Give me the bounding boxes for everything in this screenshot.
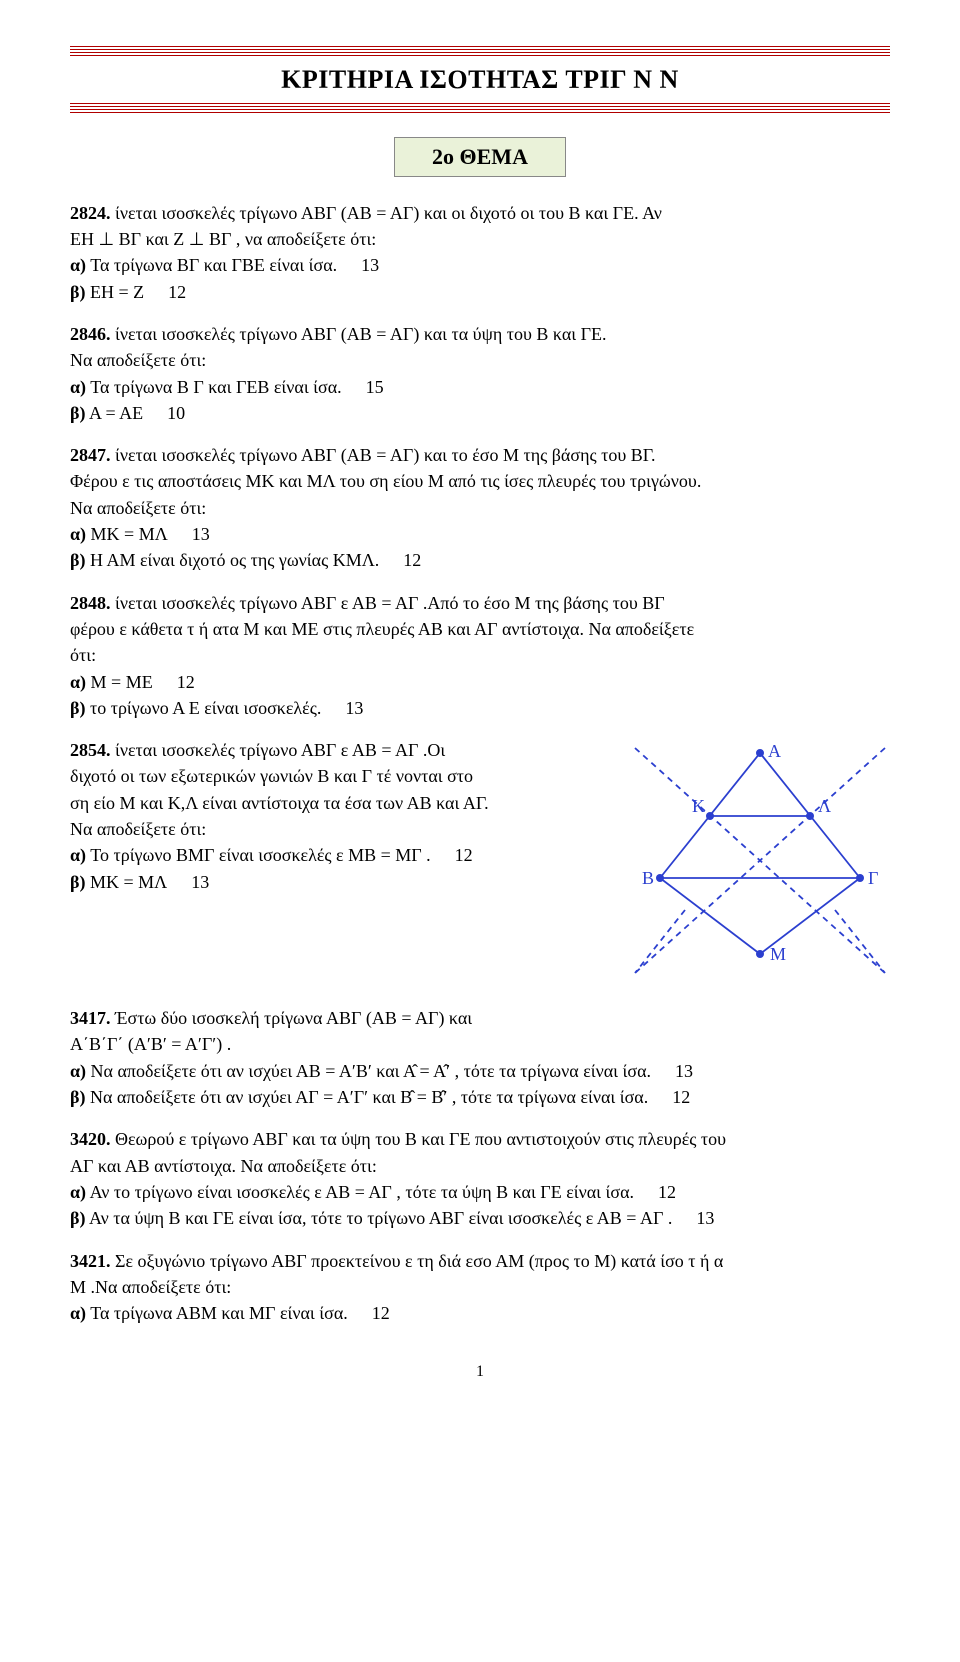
- svg-text:Κ: Κ: [692, 796, 705, 816]
- item-b-text: ΕΗ = Ζ: [90, 282, 144, 302]
- item-a: α) ΜΚ = ΜΛ: [70, 522, 168, 546]
- item-a: α) Τα τρίγωνα Β Γ και ΓΕΒ είναι ίσα.: [70, 375, 342, 399]
- points: 12: [403, 548, 421, 572]
- problem-2854: Α Κ Λ Β Γ Μ 2854. ίνεται ισοσκελές τρίγωνο ΑΒ…: [70, 738, 890, 988]
- problem-text: Να αποδείξετε ότι:: [70, 348, 890, 372]
- page-title: ΚΡΙΤΗΡΙΑ ΙΣΟΤΗΤΑΣ ΤΡΙΓ Ν Ν: [70, 62, 890, 97]
- problem-text: ΑΓ και ΑΒ αντίστοιχα. Να αποδείξετε ότι:: [70, 1154, 890, 1178]
- item-a-text: Τα τρίγωνα ΒΓ και ΓΒΕ είναι ίσα.: [90, 255, 337, 275]
- item-b: β) Α = ΑΕ: [70, 401, 143, 425]
- svg-text:Μ: Μ: [770, 944, 786, 964]
- item-b: β) Να αποδείξετε ότι αν ισχύει ΑΓ = Α′Γ′…: [70, 1085, 648, 1109]
- problem-text: ίνεται ισοσκελές τρίγωνο ΑΒΓ ε ΑΒ = ΑΓ .…: [111, 740, 446, 760]
- problem-number: 2854.: [70, 740, 111, 760]
- item-a-text: Τα τρίγωνα Β Γ και ΓΕΒ είναι ίσα.: [90, 377, 341, 397]
- problem-3421: 3421. Σε οξυγώνιο τρίγωνο ΑΒΓ προεκτείνο…: [70, 1249, 890, 1326]
- problem-text: Να αποδείξετε ότι:: [70, 496, 890, 520]
- points: 12: [168, 280, 186, 304]
- item-b-text: Α = ΑΕ: [89, 403, 143, 423]
- problem-2847: 2847. ίνεται ισοσκελές τρίγωνο ΑΒΓ (ΑΒ =…: [70, 443, 890, 572]
- problem-text: Φέρου ε τις αποστάσεις ΜΚ και ΜΛ του ση …: [70, 469, 890, 493]
- points: 10: [167, 401, 185, 425]
- problem-2846: 2846. ίνεται ισοσκελές τρίγωνο ΑΒΓ (ΑΒ =…: [70, 322, 890, 425]
- problem-number: 3420.: [70, 1129, 111, 1149]
- problem-text: ΕΗ ⊥ ΒΓ και Ζ ⊥ ΒΓ , να αποδείξετε ότι:: [70, 227, 890, 251]
- svg-text:Γ: Γ: [868, 868, 878, 888]
- item-a: α) Να αποδείξετε ότι αν ισχύει ΑΒ = Α′Β′…: [70, 1059, 651, 1083]
- item-a: α) Τα τρίγωνα ΒΓ και ΓΒΕ είναι ίσα.: [70, 253, 337, 277]
- item-a-text: Να αποδείξετε ότι αν ισχύει ΑΒ = Α′Β′ κα…: [91, 1061, 651, 1081]
- item-b-text: Να αποδείξετε ότι αν ισχύει ΑΓ = Α′Γ′ κα…: [90, 1087, 648, 1107]
- item-a: α) Τα τρίγωνα ΑΒΜ και ΜΓ είναι ίσα.: [70, 1301, 348, 1325]
- problem-text: Έστω δύο ισοσκελή τρίγωνα ΑΒΓ (ΑΒ = ΑΓ) …: [115, 1008, 472, 1028]
- problem-text: ίνεται ισοσκελές τρίγωνο ΑΒΓ ε ΑΒ = ΑΓ .…: [111, 593, 665, 613]
- points: 13: [675, 1059, 693, 1083]
- item-b-text: Η ΑΜ είναι διχοτό ος της γωνίας ΚΜΛ.: [90, 550, 379, 570]
- item-b: β) το τρίγωνο Α Ε είναι ισοσκελές.: [70, 696, 321, 720]
- item-b-text: Αν τα ύψη Β και ΓΕ είναι ίσα, τότε το τρ…: [89, 1208, 672, 1228]
- problem-text: ίνεται ισοσκελές τρίγωνο ΑΒΓ (ΑΒ = ΑΓ) κ…: [111, 445, 656, 465]
- item-a-text: Αν το τρίγωνο είναι ισοσκελές ε ΑΒ = ΑΓ …: [90, 1182, 634, 1202]
- problem-number: 2848.: [70, 593, 111, 613]
- points: 12: [455, 843, 473, 867]
- svg-text:Β: Β: [642, 868, 654, 888]
- points: 15: [366, 375, 384, 399]
- item-a: α) Αν το τρίγωνο είναι ισοσκελές ε ΑΒ = …: [70, 1180, 634, 1204]
- item-b: β) ΜΚ = ΜΛ: [70, 870, 167, 894]
- problem-text: Σε οξυγώνιο τρίγωνο ΑΒΓ προεκτείνου ε τη…: [115, 1251, 723, 1271]
- item-b: β) Η ΑΜ είναι διχοτό ος της γωνίας ΚΜΛ.: [70, 548, 379, 572]
- item-b: β) ΕΗ = Ζ: [70, 280, 144, 304]
- problem-text: ίνεται ισοσκελές τρίγωνο ΑΒΓ (ΑΒ = ΑΓ) κ…: [111, 203, 662, 223]
- points: 13: [696, 1206, 714, 1230]
- points: 13: [192, 522, 210, 546]
- item-a-text: ΜΚ = ΜΛ: [91, 524, 168, 544]
- item-a-text: Το τρίγωνο ΒΜΓ είναι ισοσκελές ε ΜΒ = ΜΓ…: [90, 845, 430, 865]
- problem-text: Μ .Να αποδείξετε ότι:: [70, 1275, 890, 1299]
- theme-box: 2ο ΘΕΜΑ: [394, 137, 566, 177]
- points: 12: [372, 1301, 390, 1325]
- points: 12: [177, 670, 195, 694]
- problem-text: φέρου ε κάθετα τ ή ατα Μ και ΜΕ στις πλε…: [70, 617, 890, 641]
- figure-2854: Α Κ Λ Β Γ Μ: [630, 738, 890, 988]
- problem-number: 2847.: [70, 445, 111, 465]
- problem-2824: 2824. ίνεται ισοσκελές τρίγωνο ΑΒΓ (ΑΒ =…: [70, 201, 890, 304]
- problem-number: 3417.: [70, 1008, 111, 1028]
- svg-text:Α: Α: [768, 741, 781, 761]
- item-a-text: Τα τρίγωνα ΑΒΜ και ΜΓ είναι ίσα.: [90, 1303, 348, 1323]
- problem-number: 2824.: [70, 203, 111, 223]
- points: 13: [361, 253, 379, 277]
- item-a: α) Μ = ΜΕ: [70, 670, 153, 694]
- problem-text: ίνεται ισοσκελές τρίγωνο ΑΒΓ (ΑΒ = ΑΓ) κ…: [111, 324, 607, 344]
- problem-3420: 3420. Θεωρού ε τρίγωνο ΑΒΓ και τα ύψη το…: [70, 1127, 890, 1230]
- item-a: α) Το τρίγωνο ΒΜΓ είναι ισοσκελές ε ΜΒ =…: [70, 843, 431, 867]
- svg-text:Λ: Λ: [818, 796, 831, 816]
- points: 12: [672, 1085, 690, 1109]
- problem-3417: 3417. Έστω δύο ισοσκελή τρίγωνα ΑΒΓ (ΑΒ …: [70, 1006, 890, 1109]
- problem-text: ότι:: [70, 643, 890, 667]
- rule-top: [70, 46, 890, 56]
- item-b-text: το τρίγωνο Α Ε είναι ισοσκελές.: [90, 698, 321, 718]
- item-a-text: Μ = ΜΕ: [91, 672, 153, 692]
- points: 12: [658, 1180, 676, 1204]
- problem-text: Α΄Β΄Γ΄ (Α′Β′ = Α′Γ′) .: [70, 1032, 890, 1056]
- item-b-text: ΜΚ = ΜΛ: [90, 872, 167, 892]
- problem-number: 3421.: [70, 1251, 111, 1271]
- points: 13: [345, 696, 363, 720]
- problem-number: 2846.: [70, 324, 111, 344]
- problem-text: Θεωρού ε τρίγωνο ΑΒΓ και τα ύψη του Β κα…: [115, 1129, 726, 1149]
- rule-bottom: [70, 103, 890, 113]
- points: 13: [191, 870, 209, 894]
- item-b: β) Αν τα ύψη Β και ΓΕ είναι ίσα, τότε το…: [70, 1206, 672, 1230]
- problem-2848: 2848. ίνεται ισοσκελές τρίγωνο ΑΒΓ ε ΑΒ …: [70, 591, 890, 720]
- page-number: 1: [70, 1361, 890, 1383]
